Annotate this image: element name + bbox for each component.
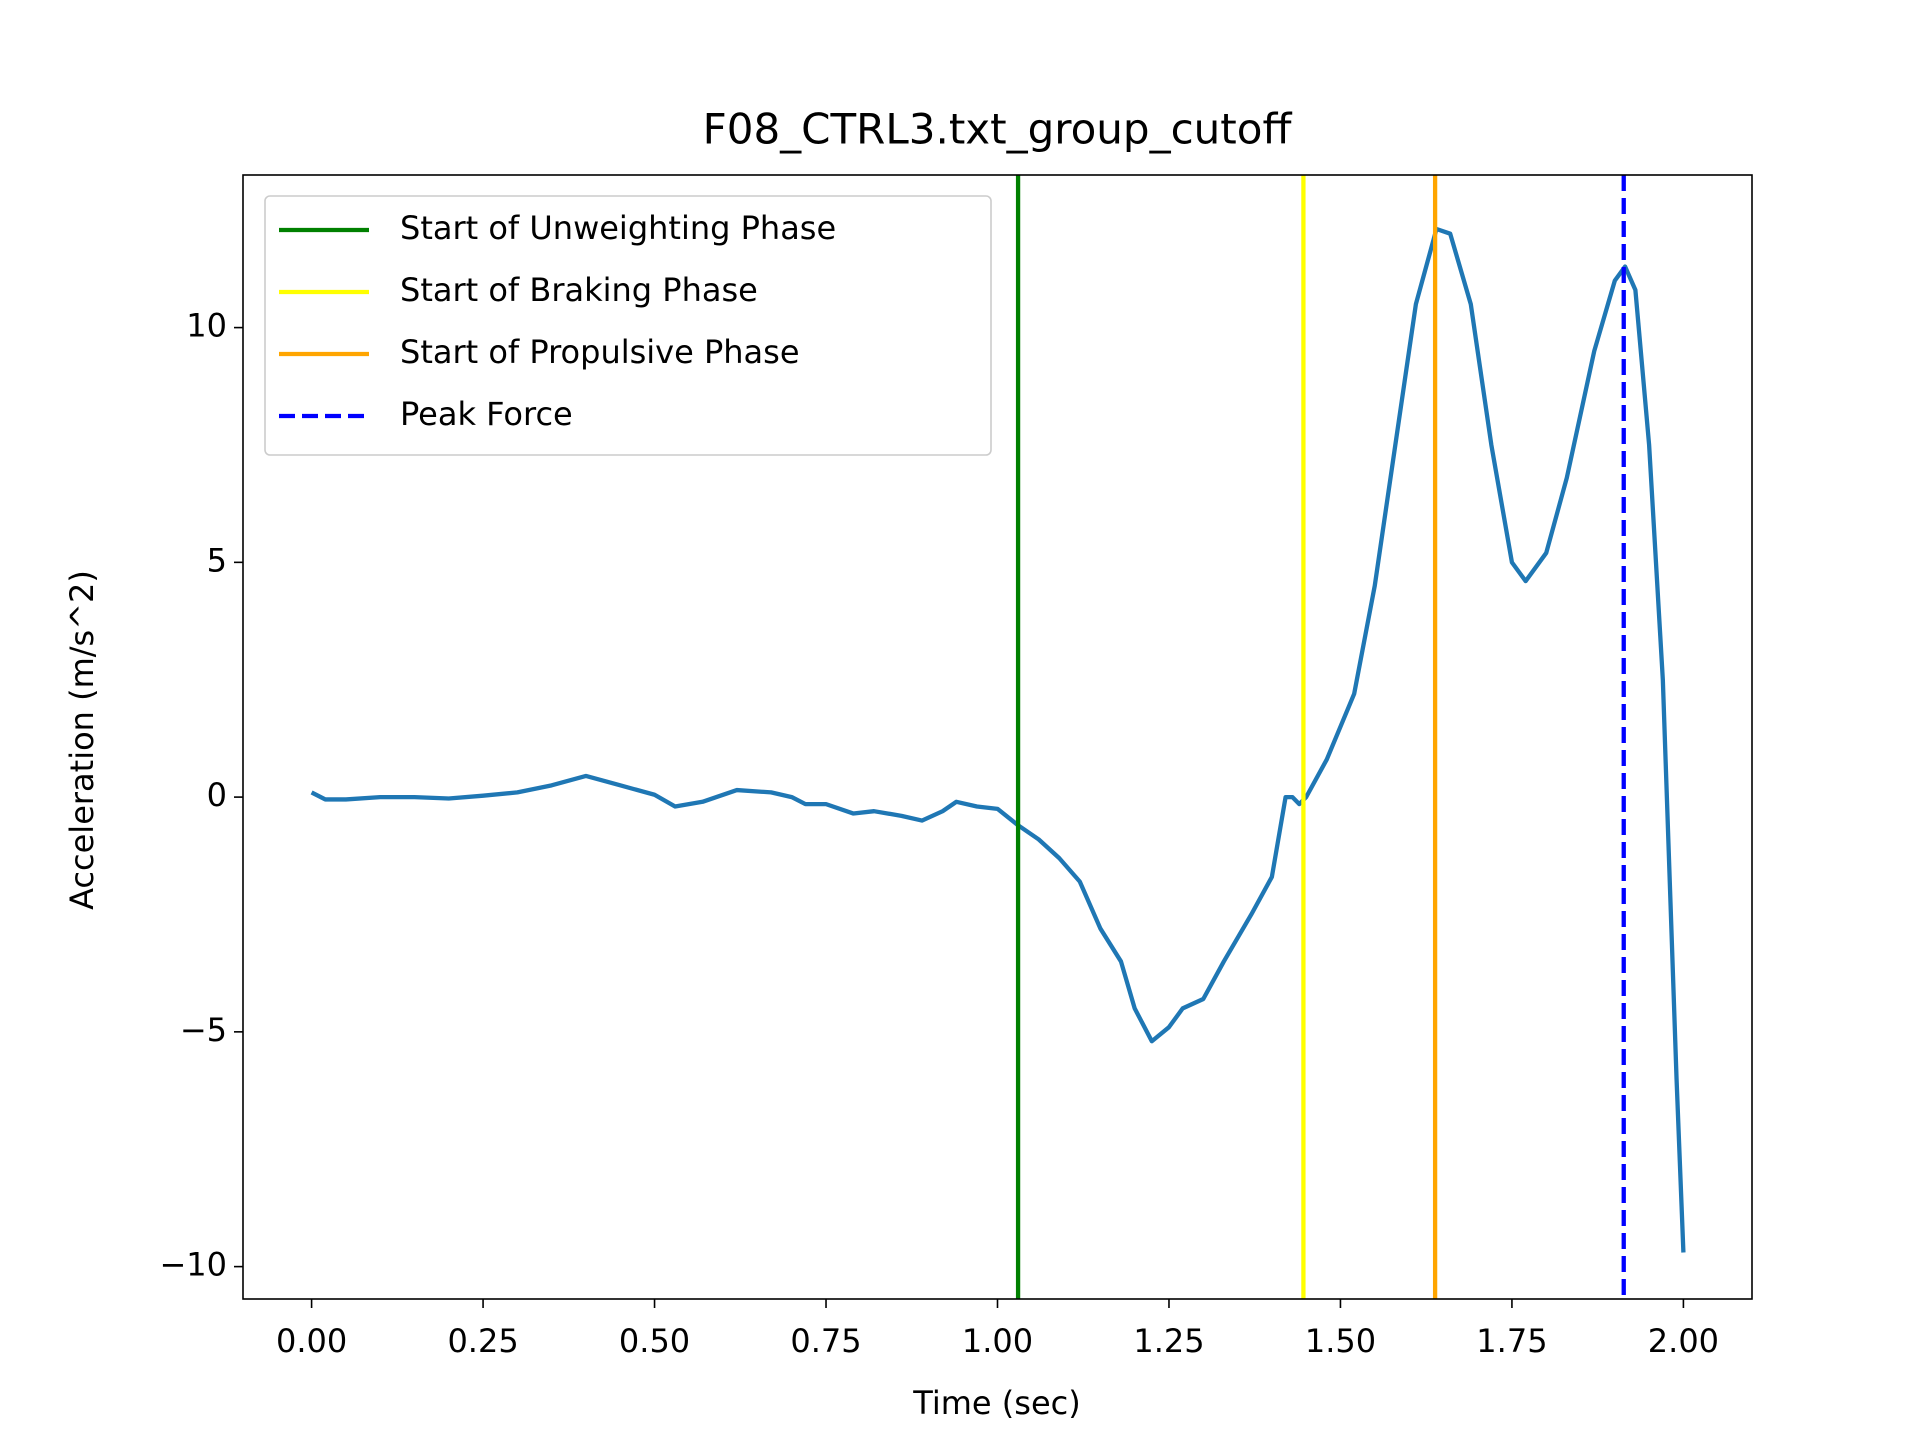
x-tick-label: 0.25 <box>447 1322 518 1360</box>
x-tick-label: 1.50 <box>1305 1322 1376 1360</box>
x-tick-label: 1.25 <box>1133 1322 1204 1360</box>
chart-title: F08_CTRL3.txt_group_cutoff <box>703 105 1293 154</box>
y-tick-label: −5 <box>180 1011 227 1049</box>
legend-label: Peak Force <box>400 395 573 433</box>
legend-label: Start of Propulsive Phase <box>400 333 800 371</box>
x-tick-label: 0.50 <box>619 1322 690 1360</box>
y-tick-label: 0 <box>207 776 227 814</box>
y-tick-label: −10 <box>159 1246 227 1284</box>
data-line <box>310 226 1686 1253</box>
legend-box <box>264 195 992 456</box>
plot-frame <box>242 174 1753 1300</box>
legend-label: Start of Unweighting Phase <box>400 209 836 247</box>
x-tick-label: 2.00 <box>1648 1322 1719 1360</box>
x-tick-label: 1.00 <box>962 1322 1033 1360</box>
y-tick-label: 10 <box>186 307 227 345</box>
y-tick-label: 5 <box>207 541 227 579</box>
x-tick-label: 1.75 <box>1476 1322 1547 1360</box>
legend-label: Start of Braking Phase <box>400 271 758 309</box>
x-axis-label: Time (sec) <box>912 1384 1080 1422</box>
x-tick-label: 0.75 <box>790 1322 861 1360</box>
x-tick-label: 0.00 <box>276 1322 347 1360</box>
y-axis-label: Acceleration (m/s^2) <box>63 570 101 910</box>
